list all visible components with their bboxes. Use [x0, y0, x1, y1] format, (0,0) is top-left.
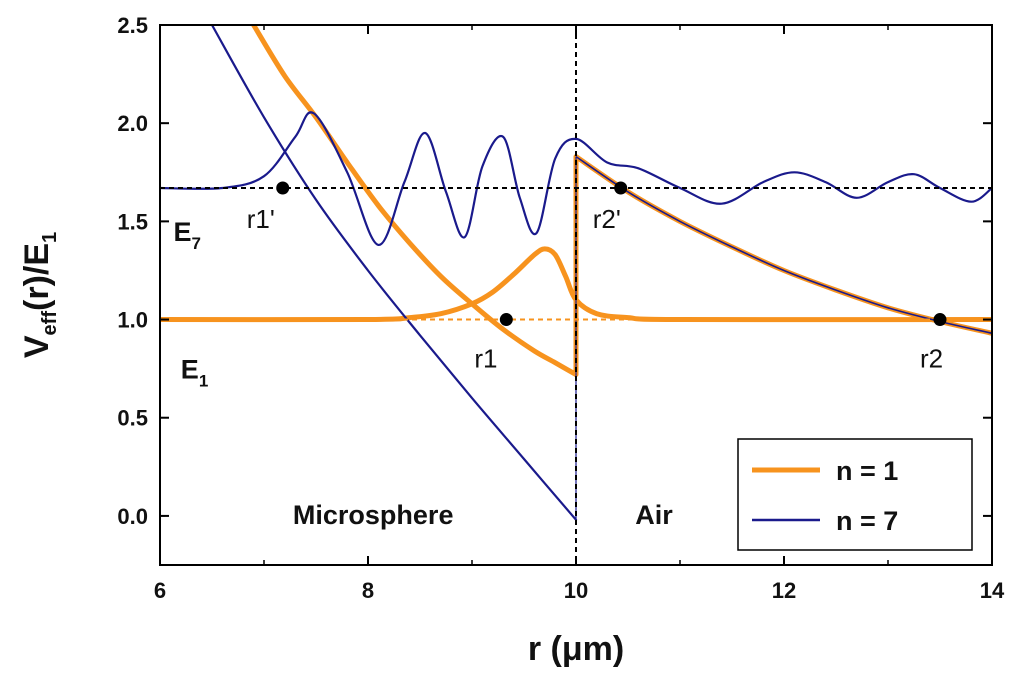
marker-point-2: [499, 313, 513, 327]
x-axis-title: r (μm): [528, 630, 624, 668]
level-label-0: E7: [174, 217, 201, 253]
x-tick-label-1: 8: [362, 578, 374, 603]
level-label-1: E1: [181, 354, 208, 390]
reference-lines: [160, 25, 992, 565]
y-tick-label-4: 2.0: [117, 111, 148, 136]
y-tick-label-2: 1.0: [117, 308, 148, 333]
annotations: r1' r2' r1 r2 E7 E1 Microsphere Air: [174, 204, 944, 530]
region-label-1: Air: [635, 500, 673, 530]
series-line-potential-n1-outside: [573, 154, 992, 336]
y-axis-title-main: V: [18, 335, 56, 358]
legend-label-n1: n = 1: [836, 456, 898, 486]
y-tick-label-5: 2.5: [117, 13, 148, 38]
marker-point-1: [614, 181, 628, 195]
legend-label-n7: n = 7: [836, 506, 898, 536]
y-tick-label-3: 1.5: [117, 209, 148, 234]
x-tick-label-2: 10: [564, 578, 588, 603]
x-tick-label-4: 14: [980, 578, 1005, 603]
series-line-wavefunction-n1: [160, 246, 992, 323]
y-axis-title-sub2: 1: [39, 232, 61, 243]
y-tick-label-1: 0.5: [117, 406, 148, 431]
y-axis-title-sub: eff: [39, 311, 61, 336]
y-axis-title: Veff(r)/E1: [18, 232, 61, 358]
marker-point-0: [276, 181, 290, 195]
marker-point-3: [933, 313, 947, 327]
series-line-wavefunction-n7: [160, 111, 992, 246]
legend-box: [737, 438, 973, 551]
point-label-0: r1': [247, 204, 275, 234]
plot-curves: [160, 25, 992, 521]
point-label-2: r1: [474, 344, 497, 374]
point-label-3: r2: [920, 344, 943, 374]
y-axis-title-rest: (r)/E: [18, 243, 56, 311]
axes: 6 8 10 12 14 0.0 0.5 1.0 1.5 2.0 2.5: [117, 13, 1005, 603]
legend: n = 1 n = 7: [737, 438, 973, 551]
series-line-potential-n7-outside: [575, 155, 992, 335]
region-label-0: Microsphere: [293, 500, 454, 530]
series-line-potential-n7-inside: [210, 25, 578, 521]
y-tick-label-0: 0.0: [117, 504, 148, 529]
x-tick-label-0: 6: [154, 578, 166, 603]
x-tick-label-3: 12: [772, 578, 796, 603]
point-label-1: r2': [593, 204, 621, 234]
marked-points: [276, 181, 947, 327]
